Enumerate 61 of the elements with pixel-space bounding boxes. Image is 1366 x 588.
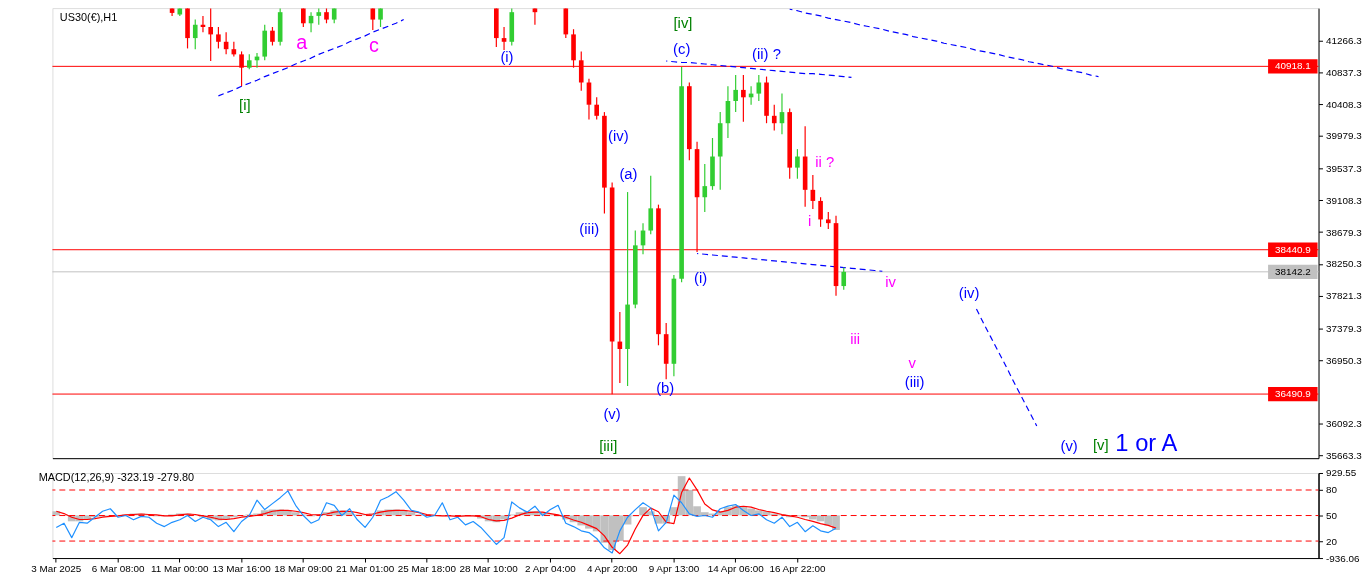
annotation: [v] (1092, 436, 1109, 453)
x-tick-label: 6 Mar 08:00 (91, 563, 145, 575)
y-tick-label: 40408.3 (1325, 98, 1363, 110)
y-tick-label: 36950.3 (1325, 354, 1363, 366)
chart-title: MACD(12,26,9) -323.19 -279.80 (38, 470, 195, 483)
y-tick-label: 39979.3 (1325, 130, 1363, 142)
x-tick-label: 9 Apr 13:00 (648, 563, 700, 575)
x-tick-label: 18 Mar 09:00 (274, 563, 333, 575)
annotation: [i] (239, 97, 251, 114)
y-tick-label: 36092.3 (1325, 418, 1363, 430)
y-tick-label: -936.06 (1325, 552, 1360, 564)
annotation: (v) (603, 406, 621, 423)
x-tick-label: 13 Mar 16:00 (212, 563, 272, 575)
y-tick-label: 37821.3 (1325, 290, 1363, 302)
y-tick-label: 39108.3 (1325, 194, 1363, 206)
y-tick-label: 37379.3 (1325, 322, 1363, 334)
ref-line-label: 38142.2 (1274, 265, 1311, 277)
y-tick-label: 38679.3 (1325, 226, 1363, 238)
annotation: (b) (656, 380, 675, 397)
annotation: (iv) (958, 285, 980, 302)
ref-line-label: 40918.1 (1274, 60, 1312, 72)
annotation: (i) (694, 269, 708, 286)
y2-tick-label: 50 (1325, 510, 1338, 521)
annotation: [iii] (599, 437, 618, 454)
annotation: iii (850, 330, 861, 347)
y-tick-label: 41266.3 (1325, 35, 1363, 47)
ref-line-label: 38440.9 (1274, 243, 1312, 255)
x-tick-label: 3 Mar 2025 (31, 563, 82, 575)
x-tick-label: 11 Mar 00:00 (151, 563, 210, 575)
chart-title: US30(€),H1 (59, 10, 118, 23)
y-tick-label: 929.55 (1325, 467, 1357, 479)
ref-line-label: 36490.9 (1274, 388, 1312, 400)
x-tick-label: 28 Mar 10:00 (459, 563, 519, 575)
x-tick-label: 25 Mar 18:00 (397, 563, 457, 575)
y2-tick-label: 80 (1325, 484, 1338, 496)
annotation: ii ? (815, 154, 835, 171)
annotation: (c) (673, 41, 691, 58)
y-tick-label: 39537.3 (1325, 163, 1363, 175)
x-tick-label: 2 Apr 04:00 (525, 563, 577, 575)
annotation: (iv) (608, 127, 629, 144)
x-tick-label: 21 Mar 01:00 (335, 563, 395, 575)
y-tick-label: 38250.3 (1325, 258, 1363, 270)
annotation: (iii) (904, 373, 925, 390)
x-tick-label: 4 Apr 20:00 (586, 563, 638, 575)
y-tick-label: 35663.3 (1325, 449, 1363, 461)
x-tick-label: 14 Apr 06:00 (707, 563, 765, 575)
annotation: (v) (1060, 437, 1078, 454)
y2-tick-label: 20 (1325, 535, 1338, 547)
x-tick-label: 16 Apr 22:00 (769, 563, 826, 575)
annotation: i (807, 213, 812, 230)
annotation: 1 or A (1115, 429, 1178, 456)
annotation: (ii) ? (752, 46, 781, 63)
y-tick-label: 40837.3 (1325, 66, 1363, 78)
annotation: (i) (500, 48, 514, 65)
annotation: iv (885, 273, 897, 290)
annotation: (a) (619, 166, 638, 183)
annotation: a (296, 31, 308, 54)
annotation: [iv] (673, 15, 693, 32)
annotation: v (908, 355, 917, 372)
annotation: c (369, 33, 380, 56)
annotation: (iii) (579, 221, 600, 238)
